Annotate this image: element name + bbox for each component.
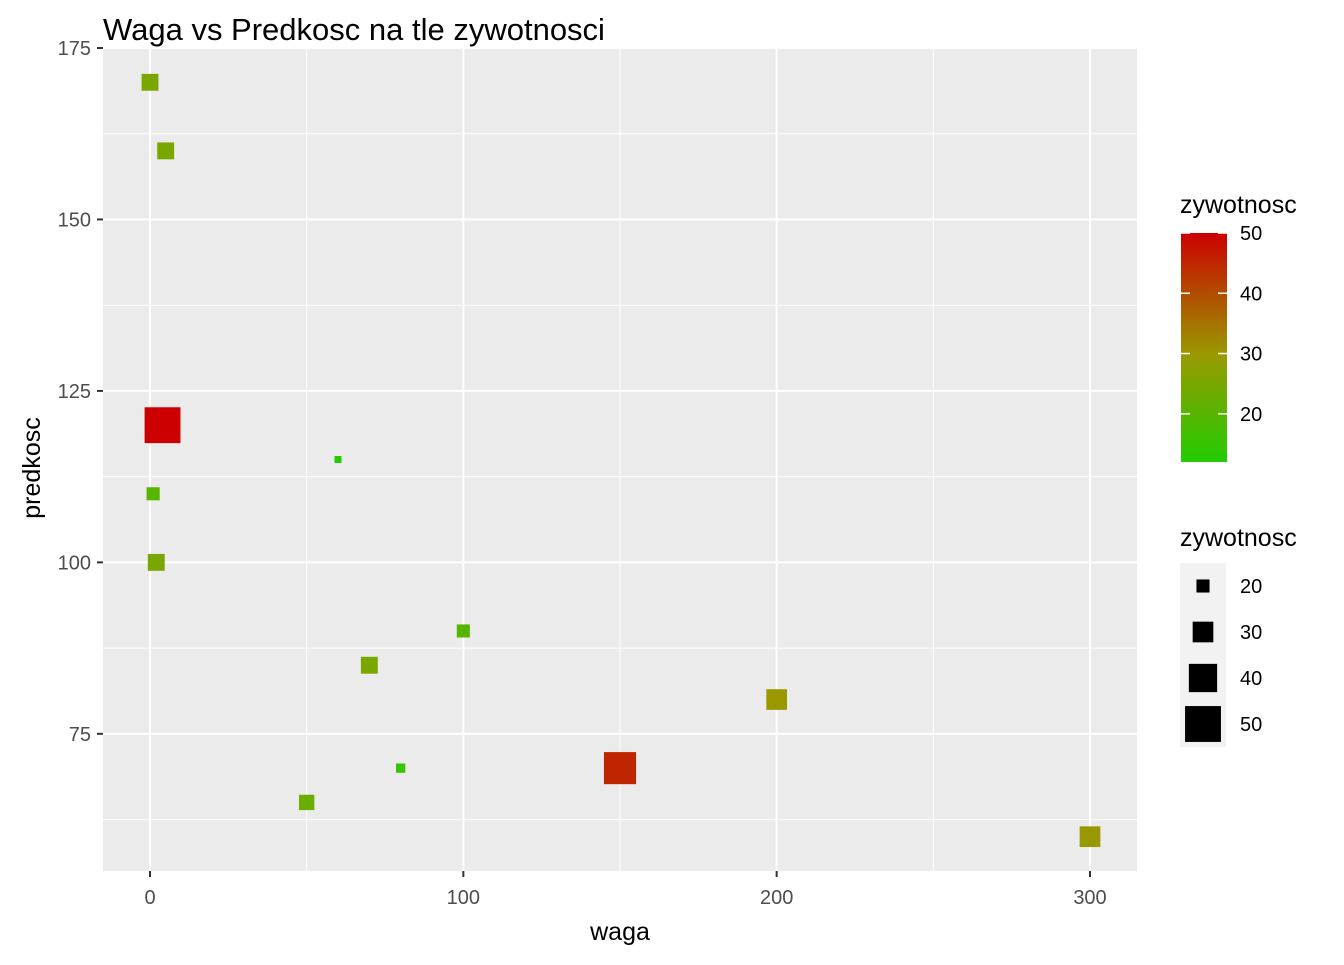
x-tick-label: 300 (1073, 887, 1106, 909)
colorbar-tick-label: 20 (1240, 404, 1262, 426)
color-legend: zywotnosc 20 30 40 50 (1180, 191, 1297, 462)
minor-gridlines (103, 48, 1137, 871)
size-legend-title: zywotnosc (1180, 524, 1297, 552)
y-tick-label: 75 (69, 724, 91, 746)
x-axis: 0 100 200 300 (144, 871, 1107, 909)
x-axis-title: waga (589, 918, 650, 946)
size-legend-label: 30 (1240, 622, 1262, 644)
colorbar-tick-label: 50 (1240, 223, 1262, 245)
size-legend-key (1185, 706, 1221, 742)
size-legend: zywotnosc 20 30 40 50 (1180, 524, 1297, 747)
size-legend-key (1188, 663, 1218, 693)
y-tick-label: 150 (58, 209, 91, 231)
y-tick-label: 175 (58, 38, 91, 60)
data-point (766, 689, 788, 710)
y-axis-title: predkosc (18, 417, 46, 518)
size-legend-key (1192, 621, 1214, 643)
data-point (146, 487, 160, 501)
size-legend-label: 20 (1240, 576, 1262, 598)
x-tick-label: 200 (760, 887, 793, 909)
data-point (141, 73, 159, 91)
size-legend-label: 40 (1240, 668, 1262, 690)
data-point (360, 656, 378, 674)
chart-title: Waga vs Predkosc na tle zywotnosci (103, 12, 605, 47)
size-legend-key (1196, 579, 1210, 593)
data-point (147, 553, 165, 571)
data-point (603, 752, 637, 785)
data-point (456, 624, 470, 638)
colorbar-tick-label: 40 (1240, 283, 1262, 305)
y-tick-label: 100 (58, 552, 91, 574)
major-gridlines (103, 47, 1137, 871)
data-points (141, 73, 1101, 848)
data-point (157, 142, 175, 160)
color-legend-title: zywotnosc (1180, 191, 1297, 219)
data-point (298, 794, 315, 811)
colorbar (1181, 233, 1227, 462)
data-point (396, 763, 406, 773)
y-tick-label: 125 (58, 381, 91, 403)
x-tick-label: 100 (447, 887, 480, 909)
y-axis: 75 100 125 150 175 (58, 38, 103, 746)
data-point (1079, 826, 1101, 848)
x-tick-label: 0 (144, 887, 155, 909)
data-point (334, 456, 342, 463)
size-legend-label: 50 (1240, 714, 1262, 736)
colorbar-tick-label: 30 (1240, 344, 1262, 366)
data-point (144, 407, 181, 444)
